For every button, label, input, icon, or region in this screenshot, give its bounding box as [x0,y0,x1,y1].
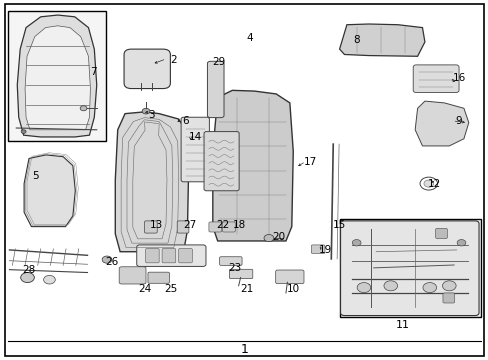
FancyBboxPatch shape [177,221,188,233]
FancyBboxPatch shape [311,245,325,253]
Text: 20: 20 [271,232,285,242]
Polygon shape [414,101,468,146]
Text: 17: 17 [303,157,316,167]
Text: 2: 2 [170,55,177,65]
Text: 8: 8 [353,35,359,45]
Text: 19: 19 [318,245,331,255]
Polygon shape [339,24,424,56]
Circle shape [456,239,465,246]
Text: 28: 28 [22,265,36,275]
Text: 3: 3 [148,111,155,121]
Circle shape [21,130,26,134]
Text: 26: 26 [105,257,118,267]
Text: 7: 7 [90,67,97,77]
Text: 12: 12 [427,179,440,189]
Circle shape [102,256,112,263]
FancyBboxPatch shape [207,61,224,118]
Polygon shape [25,26,90,130]
Text: 5: 5 [32,171,39,181]
FancyBboxPatch shape [229,269,252,279]
Text: 10: 10 [286,284,299,294]
Circle shape [264,234,273,242]
Polygon shape [17,15,97,137]
FancyBboxPatch shape [144,221,157,233]
FancyBboxPatch shape [124,49,170,89]
FancyBboxPatch shape [412,65,458,93]
Circle shape [351,239,360,246]
Text: 27: 27 [183,220,196,230]
Text: 21: 21 [240,284,253,294]
FancyBboxPatch shape [203,132,239,191]
Circle shape [142,108,150,114]
Text: 6: 6 [183,116,189,126]
FancyBboxPatch shape [181,117,209,182]
Text: 18: 18 [232,220,246,230]
Polygon shape [24,155,75,226]
Circle shape [356,283,370,293]
Text: 9: 9 [455,116,462,126]
Circle shape [423,180,433,187]
Circle shape [80,106,87,111]
Text: 13: 13 [150,220,163,230]
FancyBboxPatch shape [219,257,242,265]
Text: 22: 22 [216,220,229,230]
Text: 24: 24 [138,284,151,294]
Text: 29: 29 [212,57,225,67]
FancyBboxPatch shape [340,221,478,316]
FancyBboxPatch shape [119,267,146,284]
FancyBboxPatch shape [275,270,304,284]
FancyBboxPatch shape [178,248,192,263]
Circle shape [383,281,397,291]
Text: 4: 4 [245,33,252,43]
Text: 11: 11 [395,320,409,330]
Circle shape [20,273,34,283]
FancyBboxPatch shape [208,222,221,232]
Polygon shape [115,112,188,252]
Circle shape [43,275,55,284]
FancyBboxPatch shape [222,222,235,232]
FancyBboxPatch shape [442,293,454,303]
Circle shape [422,283,436,293]
FancyBboxPatch shape [137,245,205,266]
Polygon shape [212,90,293,241]
FancyBboxPatch shape [148,272,169,283]
Text: 25: 25 [163,284,177,294]
Text: 23: 23 [228,263,241,273]
Text: 1: 1 [240,343,248,356]
FancyBboxPatch shape [162,248,175,263]
Text: 15: 15 [332,220,346,230]
Text: 16: 16 [451,73,465,83]
Text: 14: 14 [189,132,202,142]
Circle shape [442,281,455,291]
FancyBboxPatch shape [145,248,159,263]
FancyBboxPatch shape [435,228,447,238]
Bar [339,220,480,317]
Bar [8,12,105,140]
